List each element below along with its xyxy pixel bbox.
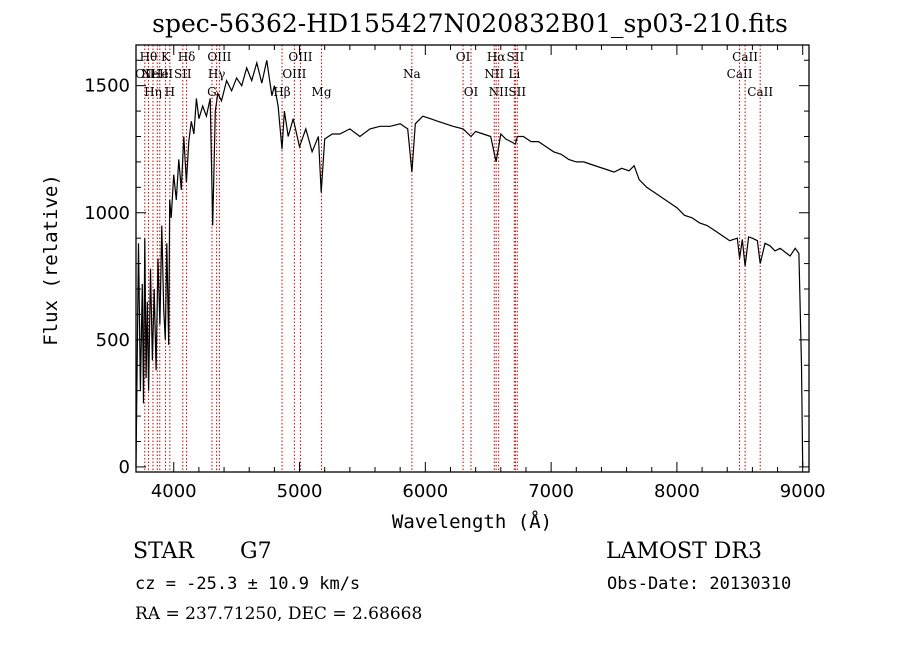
x-tick-label-5: 9000: [780, 481, 826, 502]
line-label-4: He: [151, 67, 169, 81]
line-label-12: Hβ: [273, 85, 290, 99]
chart-title: spec-56362-HD155427N020832B01_sp03-210.f…: [152, 9, 788, 38]
line-label-1: Hθ: [140, 50, 158, 64]
line-label-2: Hη: [144, 85, 162, 99]
y-axis-label: Flux (relative): [40, 174, 62, 346]
line-label-8: Hδ: [178, 50, 196, 64]
line-label-22: Li: [508, 67, 520, 81]
x-tick-label-1: 5000: [277, 481, 323, 502]
x-tick-label-4: 8000: [654, 481, 700, 502]
line-label-3: NeIII: [141, 67, 173, 81]
x-tick-label-2: 6000: [402, 481, 448, 502]
line-label-9: G: [207, 85, 217, 99]
y-tick-label-0: 0: [119, 457, 130, 478]
line-label-24: SII: [508, 85, 526, 99]
spectrum-line: [135, 60, 804, 467]
x-axis-label: Wavelength (Å): [392, 510, 552, 533]
line-label-10: Hγ: [208, 67, 226, 81]
subclass: G7: [240, 539, 272, 564]
x-tick-label-3: 7000: [528, 481, 574, 502]
obs-date: Obs-Date: 20130310: [607, 574, 791, 594]
axis-ticks: 4000 5000 6000 7000 8000 9000 0 500 1000 1500: [84, 45, 826, 502]
redshift-text: cz = -25.3 ± 10.9 km/s: [135, 574, 360, 594]
line-label-19: NII: [484, 67, 504, 81]
line-label-14: OIII: [288, 50, 312, 64]
survey-name: LAMOST DR3: [606, 539, 762, 564]
line-label-13: OIII: [282, 67, 306, 81]
line-label-20: Hα: [487, 50, 506, 64]
coordinates-text: RA = 237.71250, DEC = 2.68668: [135, 604, 422, 624]
y-tick-label-3: 1500: [84, 76, 130, 97]
line-label-26: CaII: [732, 50, 758, 64]
spectral-line-markers: [144, 45, 761, 472]
line-label-11: OIII: [207, 50, 231, 64]
spectrum-info: STAR G7 cz = -25.3 ± 10.9 km/s RA = 237.…: [133, 539, 791, 624]
line-label-21: NII: [489, 85, 509, 99]
plot-frame: [135, 44, 810, 473]
line-label-23: SII: [507, 50, 525, 64]
line-label-6: H: [165, 85, 175, 99]
line-label-27: CaII: [747, 85, 773, 99]
y-tick-label-1: 500: [96, 330, 130, 351]
y-tick-label-2: 1000: [84, 203, 130, 224]
line-label-7: SII: [174, 67, 192, 81]
line-label-17: OI: [456, 50, 471, 64]
line-label-0: OII: [135, 67, 155, 81]
object-type: STAR: [133, 539, 195, 564]
line-label-25: CaII: [727, 67, 753, 81]
line-label-16: Na: [403, 67, 421, 81]
x-tick-label-0: 4000: [151, 481, 197, 502]
line-label-18: OI: [464, 85, 479, 99]
line-label-15: Mg: [312, 85, 332, 99]
line-label-5: K: [161, 50, 171, 64]
